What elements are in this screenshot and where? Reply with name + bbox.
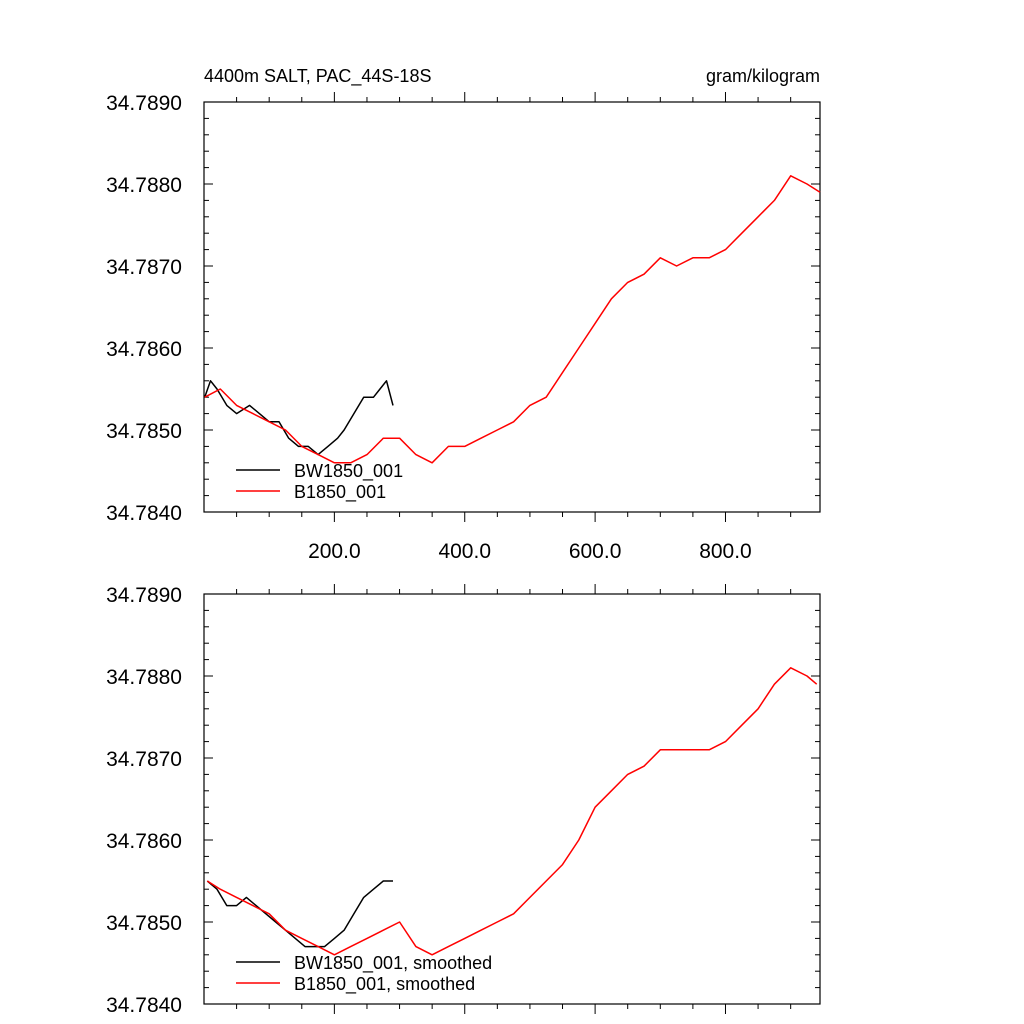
y-tick-label: 34.7890 [106, 584, 182, 607]
y-tick-label: 34.7870 [106, 748, 182, 771]
legend-entry: B1850_001, smoothed [294, 974, 475, 995]
plot-frame [203, 593, 821, 1005]
y-tick-label: 34.7850 [106, 420, 182, 443]
y-tick-label: 34.7860 [106, 830, 182, 853]
legend-entry: BW1850_001, smoothed [294, 953, 492, 974]
x-tick-label: 400.0 [438, 540, 491, 563]
legend-entry: B1850_001 [294, 482, 386, 503]
series-line-red [206, 667, 818, 956]
chart-title: 4400m SALT, PAC_44S-18S [204, 66, 431, 87]
x-tick-label: 200.0 [308, 540, 361, 563]
y-tick-label: 34.7840 [106, 994, 182, 1017]
y-tick-label: 34.7880 [106, 666, 182, 689]
x-tick-label: 600.0 [569, 540, 622, 563]
units-label: gram/kilogram [706, 66, 820, 86]
y-tick-label: 34.7880 [106, 174, 182, 197]
y-tick-label: 34.7850 [106, 912, 182, 935]
bottom-panel: 34.7840 34.7850 34.7860 34.7870 34.7880 34.78… [106, 584, 821, 1017]
plot-frame [203, 101, 821, 513]
y-tick-label: 34.7840 [106, 502, 182, 525]
y-tick-label: 34.7890 [106, 92, 182, 115]
series-line-black [206, 880, 393, 948]
x-tick-label: 800.0 [699, 540, 752, 563]
top-panel: 34.7840 34.7850 34.7860 34.7870 34.7880 34.78… [106, 92, 821, 563]
series-line-red [204, 175, 821, 464]
y-tick-label: 34.7870 [106, 256, 182, 279]
legend-entry: BW1850_001 [294, 461, 403, 482]
y-tick-label: 34.7860 [106, 338, 182, 361]
